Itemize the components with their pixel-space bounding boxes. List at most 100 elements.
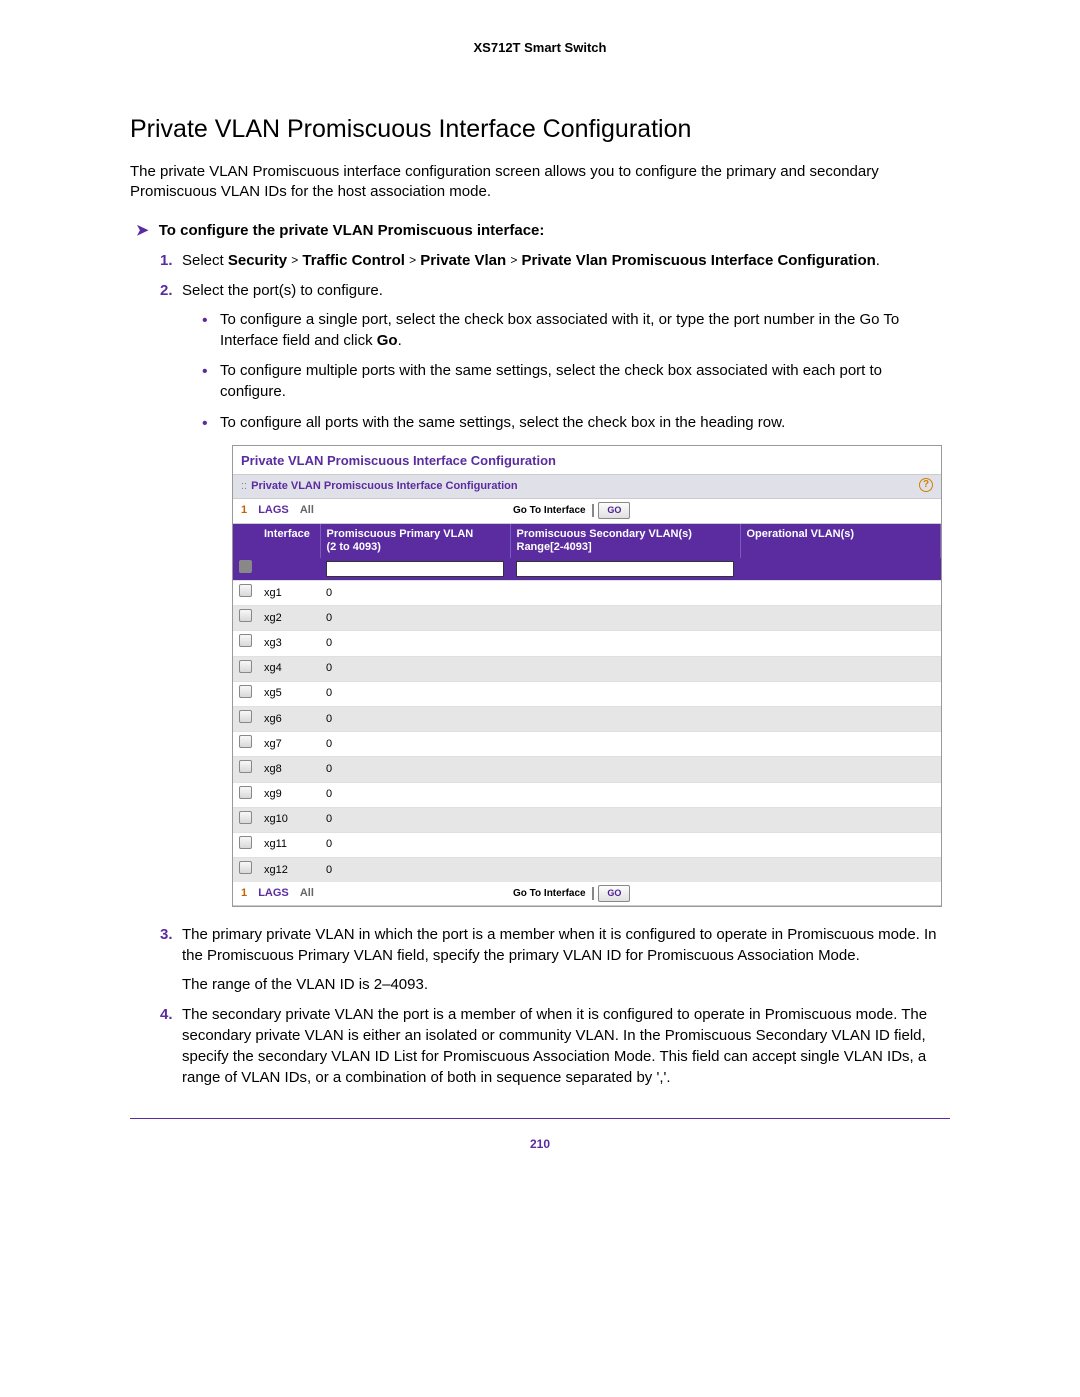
cell-operational — [740, 656, 941, 681]
col-interface: Interface — [258, 524, 320, 558]
cell-secondary — [510, 858, 740, 883]
step-2-bullet-3: To configure all ports with the same set… — [202, 413, 950, 434]
tab-1-bottom[interactable]: 1 — [241, 887, 247, 899]
row-checkbox[interactable] — [239, 609, 252, 622]
task-heading-text: To configure the private VLAN Promiscuou… — [159, 222, 545, 239]
table-row: xg30 — [233, 631, 941, 656]
row-checkbox[interactable] — [239, 836, 252, 849]
cell-interface: xg7 — [258, 732, 320, 757]
go-button[interactable]: GO — [598, 502, 630, 518]
select-all-checkbox[interactable] — [239, 560, 252, 573]
step-2: 2. Select the port(s) to configure. To c… — [160, 281, 950, 907]
cell-secondary — [510, 832, 740, 857]
row-checkbox[interactable] — [239, 861, 252, 874]
cell-primary: 0 — [320, 858, 510, 883]
col-secondary-vlan: Promiscuous Secondary VLAN(s)Range[2-409… — [510, 524, 740, 558]
table-row: xg20 — [233, 606, 941, 631]
cell-interface: xg1 — [258, 581, 320, 606]
cell-interface: xg11 — [258, 832, 320, 857]
doc-header: XS712T Smart Switch — [130, 40, 950, 55]
go-to-interface-input[interactable] — [592, 504, 594, 517]
col-primary-vlan: Promiscuous Primary VLAN(2 to 4093) — [320, 524, 510, 558]
step-3-text: The primary private VLAN in which the po… — [182, 926, 937, 964]
cell-primary: 0 — [320, 606, 510, 631]
cell-primary: 0 — [320, 581, 510, 606]
step-1-pre: Select — [182, 252, 228, 269]
table-row: xg70 — [233, 732, 941, 757]
cell-interface: xg8 — [258, 757, 320, 782]
go-button-bottom[interactable]: GO — [598, 885, 630, 901]
intro-paragraph: The private VLAN Promiscuous interface c… — [130, 162, 950, 203]
scr-tab-row-top: 1 LAGS All Go To Interface GO — [233, 499, 941, 523]
scr-subhead: ::Private VLAN Promiscuous Interface Con… — [233, 475, 941, 499]
cell-secondary — [510, 807, 740, 832]
row-checkbox[interactable] — [239, 660, 252, 673]
step-1: 1. Select Security > Traffic Control > P… — [160, 251, 950, 272]
cell-interface: xg5 — [258, 681, 320, 706]
task-arrow-icon: ➤ — [136, 222, 149, 239]
go-to-interface-label-bottom: Go To Interface — [513, 888, 586, 899]
cell-secondary — [510, 681, 740, 706]
tab-1[interactable]: 1 — [241, 504, 247, 516]
secondary-vlan-input[interactable] — [516, 561, 734, 577]
cell-operational — [740, 631, 941, 656]
scr-tab-row-bottom: 1 LAGS All Go To Interface GO — [233, 882, 941, 906]
cell-operational — [740, 581, 941, 606]
cell-secondary — [510, 581, 740, 606]
cell-operational — [740, 707, 941, 732]
table-row: xg50 — [233, 681, 941, 706]
cell-interface: xg9 — [258, 782, 320, 807]
cell-primary: 0 — [320, 832, 510, 857]
cell-secondary — [510, 631, 740, 656]
row-checkbox[interactable] — [239, 760, 252, 773]
row-checkbox[interactable] — [239, 786, 252, 799]
cell-interface: xg2 — [258, 606, 320, 631]
cell-operational — [740, 807, 941, 832]
table-row: xg110 — [233, 832, 941, 857]
primary-vlan-input[interactable] — [326, 561, 504, 577]
cell-operational — [740, 681, 941, 706]
cell-primary: 0 — [320, 782, 510, 807]
row-checkbox[interactable] — [239, 685, 252, 698]
cell-interface: xg10 — [258, 807, 320, 832]
section-title: Private VLAN Promiscuous Interface Confi… — [130, 115, 950, 144]
cell-primary: 0 — [320, 732, 510, 757]
row-checkbox[interactable] — [239, 710, 252, 723]
cell-primary: 0 — [320, 681, 510, 706]
step-2-bullet-2: To configure multiple ports with the sam… — [202, 361, 950, 402]
row-checkbox[interactable] — [239, 735, 252, 748]
tab-all-bottom[interactable]: All — [300, 887, 314, 899]
row-checkbox[interactable] — [239, 634, 252, 647]
cell-secondary — [510, 782, 740, 807]
table-row: xg90 — [233, 782, 941, 807]
step-2-text: Select the port(s) to configure. — [182, 282, 383, 299]
cell-secondary — [510, 732, 740, 757]
tab-lags[interactable]: LAGS — [258, 504, 289, 516]
cell-primary: 0 — [320, 807, 510, 832]
cell-interface: xg3 — [258, 631, 320, 656]
step-3: 3. The primary private VLAN in which the… — [160, 925, 950, 995]
cell-operational — [740, 832, 941, 857]
cell-secondary — [510, 606, 740, 631]
cell-operational — [740, 732, 941, 757]
page-number: 210 — [0, 1137, 1080, 1151]
cell-operational — [740, 757, 941, 782]
step-2-bullet-1: To configure a single port, select the c… — [202, 310, 950, 351]
table-row: xg60 — [233, 707, 941, 732]
cell-secondary — [510, 757, 740, 782]
tab-all[interactable]: All — [300, 504, 314, 516]
table-row: xg40 — [233, 656, 941, 681]
col-operational-vlan: Operational VLAN(s) — [740, 524, 941, 558]
go-to-interface-input-bottom[interactable] — [592, 887, 594, 900]
row-checkbox[interactable] — [239, 811, 252, 824]
scr-title: Private VLAN Promiscuous Interface Confi… — [233, 446, 941, 475]
cell-primary: 0 — [320, 656, 510, 681]
cell-primary: 0 — [320, 757, 510, 782]
row-checkbox[interactable] — [239, 584, 252, 597]
step-3-p2: The range of the VLAN ID is 2–4093. — [182, 975, 950, 996]
table-row: xg80 — [233, 757, 941, 782]
tab-lags-bottom[interactable]: LAGS — [258, 887, 289, 899]
cell-operational — [740, 858, 941, 883]
help-icon[interactable]: ? — [919, 478, 933, 492]
cell-secondary — [510, 707, 740, 732]
